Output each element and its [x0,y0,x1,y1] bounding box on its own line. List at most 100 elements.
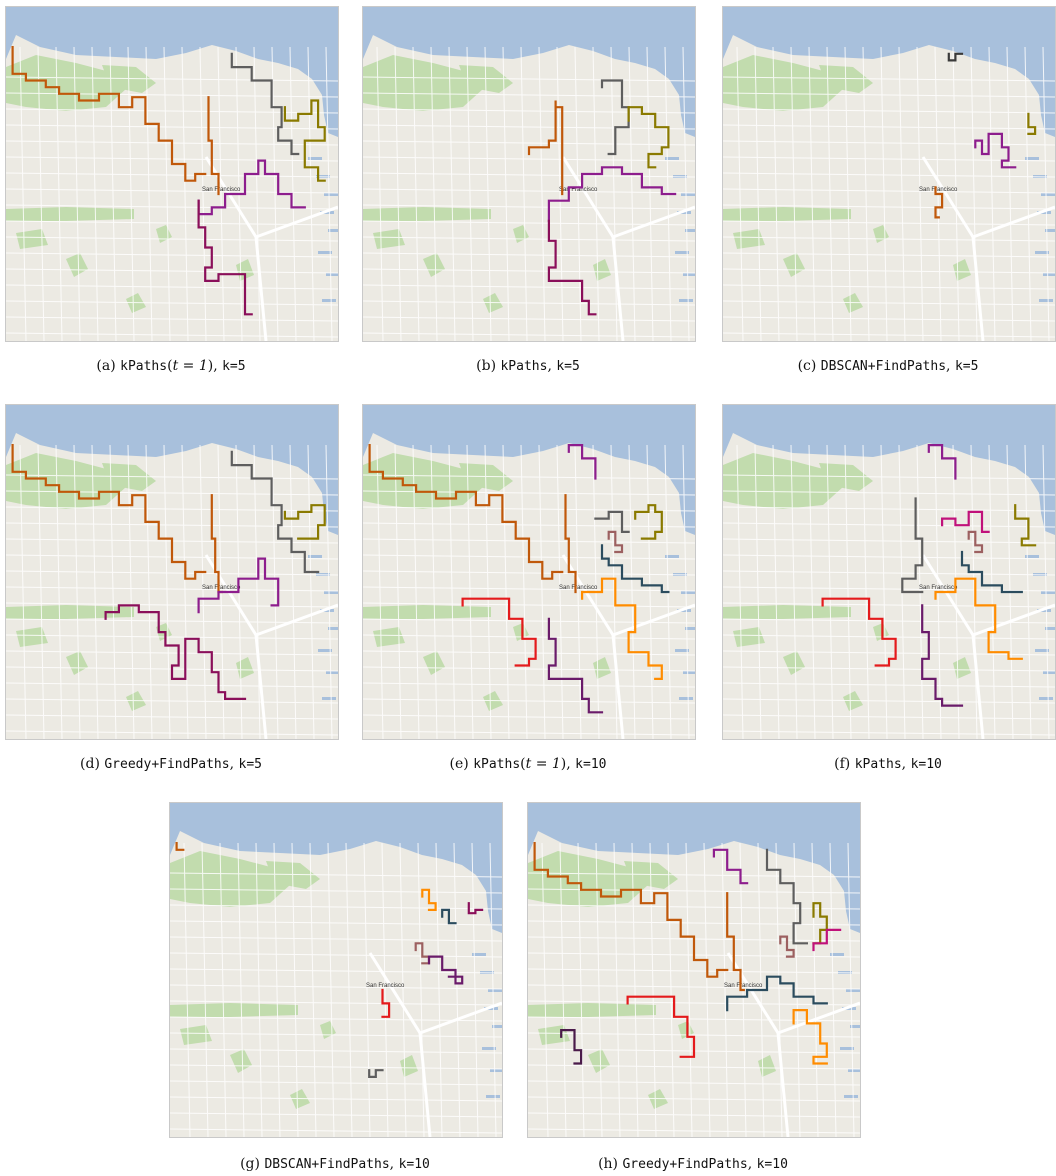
caption-label: (e) [449,756,469,772]
park-area [363,55,483,111]
park-area [6,55,126,111]
route-path [533,842,729,978]
park-area [6,453,126,509]
pier [1039,697,1053,700]
route-path [726,975,828,1012]
caption-c: (c) DBSCAN+FindPaths, k=5 [702,358,1056,374]
pier [322,697,336,700]
pier [685,229,695,232]
route-path [560,1029,583,1065]
street-grid [723,46,1055,341]
pier [681,193,695,196]
highway [612,603,695,637]
map-canvas: San Francisco [6,405,338,739]
route-path [941,510,990,533]
route-path [527,100,564,196]
highway [972,603,1055,637]
route-path [779,935,795,958]
caption-method: DBSCAN+FindPaths [264,1157,390,1172]
map-city-label: San Francisco [724,983,763,989]
caption-param-open: ( [167,358,173,374]
pier [1035,649,1049,652]
pier [1041,193,1055,196]
pier [683,273,695,276]
caption-comma: , [229,756,235,772]
map-city-label: San Francisco [919,187,958,193]
pier [830,953,844,956]
map-city-label: San Francisco [559,187,598,193]
park-area [170,851,290,907]
pier [328,627,338,630]
pier [1025,157,1039,160]
pier [318,649,332,652]
street-grid [6,46,338,341]
caption-label: (h) [598,1156,619,1172]
route-path [792,1009,828,1065]
route-path [283,504,326,540]
map-e: San Francisco [362,404,696,740]
caption-k: k=10 [398,1157,430,1172]
highway [777,1001,860,1035]
caption-param: t = 1 [172,358,208,374]
caption-method: DBSCAN+FindPaths [820,359,947,374]
pier [326,273,338,276]
highway [419,1001,502,1035]
bay-water [170,803,502,933]
map-d: San Francisco [5,404,339,740]
map-city-label: San Francisco [559,585,598,591]
pier [840,1047,854,1050]
pier [665,555,679,558]
route-path [283,99,326,182]
pier [1045,627,1055,630]
map-b: San Francisco [362,6,696,342]
route-path [11,46,207,182]
pier [675,251,689,254]
route-path [627,106,670,169]
park-area [66,253,88,277]
pier [318,251,332,254]
caption-h: (h) Greedy+FindPaths, k=10 [507,1156,879,1172]
route-path [974,132,1017,169]
map-canvas: San Francisco [723,405,1055,739]
route-path [927,444,957,480]
pier [675,649,689,652]
route-path [564,494,577,594]
route-path [230,450,320,574]
highway [612,205,695,239]
route-path [812,928,842,952]
caption-param-open: ( [520,756,526,772]
pier [482,1047,496,1050]
park-area [723,605,851,619]
pier [472,953,486,956]
caption-e: (e) kPaths(t = 1), k=10 [342,756,714,772]
route-path [547,219,597,316]
caption-comma: , [389,1156,395,1172]
pier [490,1069,502,1072]
route-path [600,544,670,594]
pier [679,697,693,700]
pier [486,1095,500,1098]
bay-water [723,405,1055,535]
route-path [230,52,300,156]
caption-param-close: ) [560,756,567,772]
map-g: San Francisco [169,802,503,1138]
caption-b: (b) kPaths, k=5 [342,358,714,374]
bay-water [363,405,695,535]
caption-k: k=5 [222,359,246,374]
street-grid [170,842,502,1137]
map-canvas: San Francisco [528,803,860,1137]
map-f: San Francisco [722,404,1056,740]
caption-k: k=10 [910,757,942,772]
caption-comma: , [547,358,552,374]
park-area [783,253,805,277]
route-path [1027,112,1037,135]
route-path [921,604,964,707]
route-path [368,444,564,580]
route-path [11,444,207,580]
park-area [723,453,843,509]
map-city-label: San Francisco [202,585,241,591]
route-path [934,186,944,219]
pier [1039,299,1053,302]
park-area [363,605,491,619]
route-path [567,444,597,480]
